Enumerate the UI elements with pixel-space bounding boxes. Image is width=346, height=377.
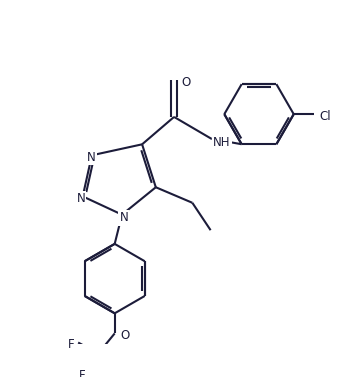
Text: O: O (181, 76, 191, 89)
Text: N: N (119, 211, 128, 224)
Text: N: N (76, 192, 85, 205)
Text: Cl: Cl (319, 110, 331, 123)
Text: F: F (68, 337, 74, 351)
Text: N: N (86, 151, 95, 164)
Text: F: F (79, 369, 85, 377)
Text: NH: NH (213, 136, 231, 149)
Text: O: O (120, 329, 129, 342)
